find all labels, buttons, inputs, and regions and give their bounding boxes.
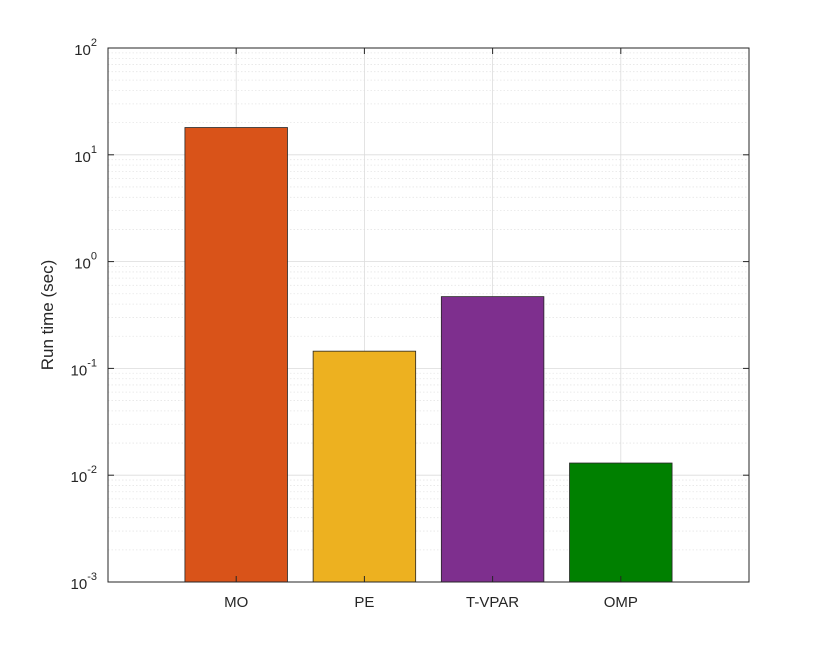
x-tick-label-mo: MO [224,594,248,611]
x-tick-label-pe: PE [354,594,374,611]
y-tick-label: 101 [74,144,97,166]
y-axis-label: Run time (sec) [38,260,57,371]
x-tick-label-omp: OMP [604,594,638,611]
y-tick-labels: 10-3 10-2 10-1 100 101 102 [71,37,97,593]
axes-box [107,47,750,583]
x-tick-labels: MO PE T-VPAR OMP [224,594,638,611]
bar-omp [569,462,673,583]
bar-t-vpar [440,296,545,583]
x-ticks [235,48,622,582]
y-tick-label: 102 [74,37,97,59]
x-tick-label-t-vpar: T-VPAR [466,594,519,611]
bars [184,127,673,583]
y-tick-label: 100 [74,251,97,273]
bar-pe [312,350,417,583]
y-tick-label: 10-1 [71,357,97,379]
y-ticks [108,47,749,583]
bar-mo [184,127,288,583]
y-tick-label: 10-3 [71,571,97,593]
y-tick-label: 10-2 [71,464,97,486]
